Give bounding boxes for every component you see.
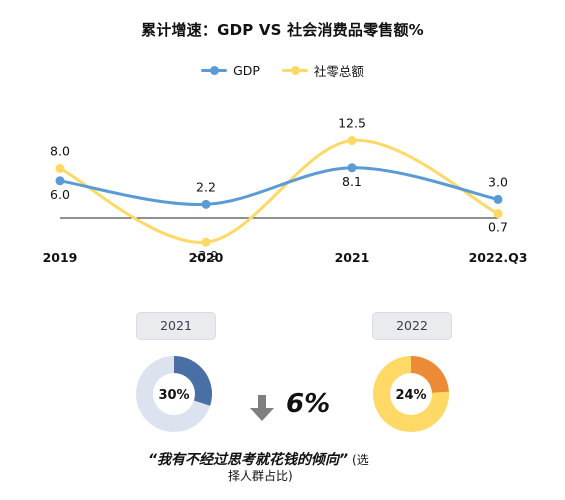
year-badge-2021: 2021 — [136, 312, 216, 340]
donut-chart-2022: 24% — [373, 356, 449, 432]
x-tick-label: 2021 — [335, 250, 370, 265]
data-point-gdp — [493, 194, 503, 204]
year-badge-2022: 2022 — [372, 312, 452, 340]
survey-caption: “我有不经过思考就花钱的倾向” (选 择人群占比) — [148, 452, 448, 484]
line-chart: 2019 2020 2021 2022.Q3 6.0 2.2 8.1 3.0 8.0 -3.9 12… — [43, 116, 528, 266]
data-label-retail: 12.5 — [338, 116, 366, 131]
data-point-retail — [347, 136, 357, 145]
data-point-retail — [55, 163, 65, 173]
chart-title: 累计增速：GDP VS 社会消费品零售额% — [141, 21, 424, 39]
down-arrow-icon — [250, 395, 274, 421]
data-point-retail — [201, 237, 211, 247]
data-point-gdp — [201, 199, 211, 209]
data-label-gdp: 8.1 — [342, 174, 362, 189]
data-point-gdp — [347, 163, 357, 173]
x-tick-label: 2022.Q3 — [469, 250, 528, 265]
legend-item-retail: 社零总额 — [281, 61, 364, 80]
legend-label-gdp: GDP — [233, 63, 260, 78]
data-label-gdp: 3.0 — [488, 174, 508, 189]
change-value: 6% — [286, 389, 331, 419]
survey-note-line1: (选 — [352, 453, 369, 467]
data-label-gdp: 2.2 — [196, 179, 216, 194]
data-label-gdp: 6.0 — [50, 187, 70, 202]
donut-hole — [390, 373, 432, 415]
donut-percent-label: 24% — [395, 388, 426, 403]
x-tick-label: 2020 — [189, 250, 224, 265]
legend-swatch-retail — [281, 66, 308, 75]
x-tick-label: 2019 — [43, 250, 78, 265]
data-point-retail — [493, 209, 503, 219]
legend-item-gdp: GDP — [201, 63, 260, 78]
donut-chart-2021: 30% — [136, 356, 212, 432]
data-point-gdp — [55, 176, 65, 186]
data-label-retail: 0.7 — [488, 220, 508, 235]
data-label-retail: -3.9 — [194, 248, 218, 263]
series-line-gdp — [58, 166, 500, 206]
survey-note-line2: 择人群占比) — [228, 469, 293, 483]
series-line-retail — [58, 138, 500, 244]
legend-label-retail: 社零总额 — [313, 64, 364, 79]
data-label-retail: 8.0 — [50, 143, 70, 158]
legend: GDP 社零总额 — [0, 60, 565, 80]
legend-swatch-gdp — [201, 66, 228, 75]
donut-hole — [153, 373, 195, 415]
donut-percent-label: 30% — [158, 388, 189, 403]
survey-quote: “我有不经过思考就花钱的倾向” — [148, 452, 349, 468]
